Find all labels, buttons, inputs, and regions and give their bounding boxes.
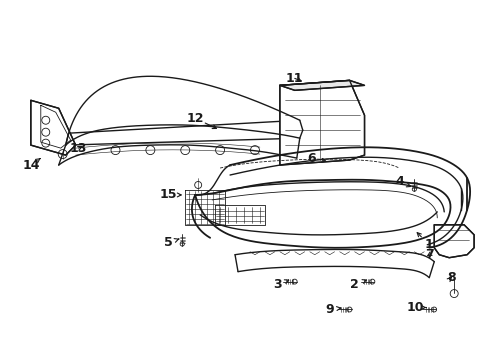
Polygon shape	[65, 120, 302, 145]
Text: 2: 2	[349, 278, 358, 291]
Text: 11: 11	[285, 72, 303, 85]
Polygon shape	[279, 80, 364, 90]
Text: 10: 10	[406, 301, 423, 314]
Text: 6: 6	[307, 152, 315, 165]
Text: 8: 8	[446, 271, 455, 284]
Text: 15: 15	[159, 188, 177, 202]
Polygon shape	[279, 80, 364, 165]
Polygon shape	[433, 225, 473, 258]
Polygon shape	[31, 100, 76, 155]
Text: 3: 3	[273, 278, 282, 291]
Text: 4: 4	[394, 175, 403, 189]
Text: 13: 13	[70, 141, 87, 155]
Text: 14: 14	[22, 158, 40, 172]
Text: 5: 5	[163, 236, 172, 249]
Text: 12: 12	[186, 112, 203, 125]
Text: 1: 1	[424, 238, 433, 251]
Text: 7: 7	[424, 248, 433, 261]
Text: 9: 9	[325, 303, 333, 316]
